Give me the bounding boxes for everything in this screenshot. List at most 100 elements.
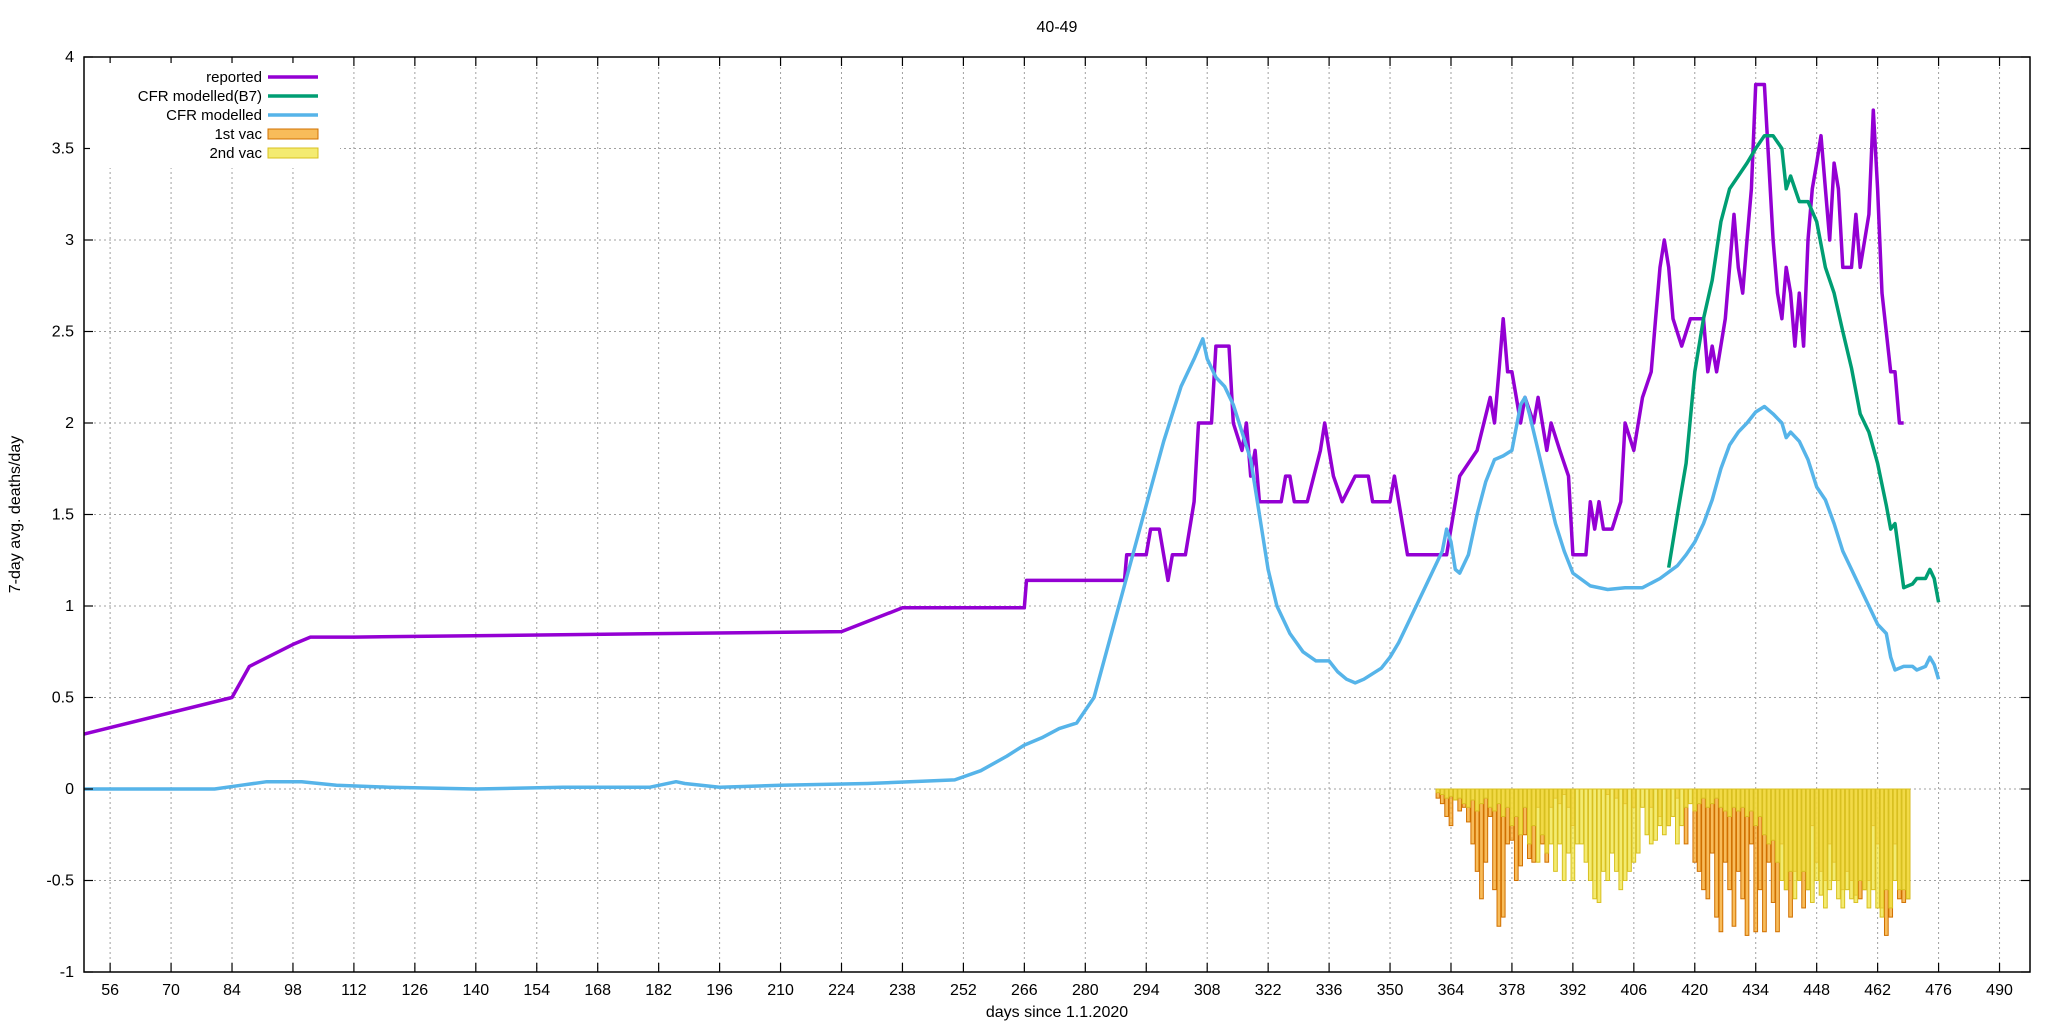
x-tick-label: 308	[1194, 982, 1221, 999]
vac-bar	[1683, 788, 1689, 808]
vac-bar	[1661, 788, 1667, 836]
vac-bar	[1862, 788, 1867, 891]
vac-bar	[1718, 788, 1724, 933]
vac-bar	[1544, 788, 1550, 854]
vac-bar	[1522, 788, 1528, 808]
vac-bar	[1640, 788, 1645, 808]
vac-bar	[1513, 788, 1519, 817]
vac-bar	[1566, 788, 1571, 854]
vac-bar	[1483, 788, 1489, 863]
vac-bar	[1901, 788, 1907, 891]
vac-bar	[1727, 788, 1732, 817]
vac-bar	[1601, 788, 1606, 872]
vac-bar	[1714, 788, 1719, 918]
x-tick-label: 350	[1377, 982, 1404, 999]
vac-bar	[1675, 788, 1680, 845]
vac-bar	[1818, 788, 1824, 896]
y-tick-label: 0	[65, 781, 74, 798]
vac-bar	[1605, 788, 1611, 881]
legend-swatch	[267, 128, 319, 140]
vac-bar	[1888, 788, 1894, 909]
legend-label: CFR modelled	[166, 107, 262, 124]
vac-bar	[1701, 788, 1706, 799]
vac-bar	[1644, 788, 1650, 836]
vac-bar	[1775, 788, 1780, 863]
vac-bar	[1866, 788, 1872, 909]
vac-bar	[1657, 788, 1663, 827]
vac-bar	[1731, 788, 1737, 808]
vac-bar	[1792, 788, 1798, 900]
vac-bar	[1857, 788, 1863, 881]
x-tick-label: 392	[1560, 982, 1587, 999]
series-lines	[83, 82, 1941, 791]
y-tick-label: 0.5	[52, 690, 74, 707]
x-tick-label: 196	[706, 982, 733, 999]
vac-bar	[1479, 788, 1484, 900]
legend-swatch	[267, 147, 319, 159]
vac-bar	[1809, 788, 1815, 903]
vac-bar	[1609, 788, 1615, 854]
x-tick-label: 280	[1072, 982, 1099, 999]
vac-bar	[1435, 788, 1441, 794]
x-tick-label: 126	[402, 982, 429, 999]
vac-bar	[1653, 788, 1658, 841]
vac-bar	[1444, 788, 1449, 799]
vac-bar	[1518, 788, 1523, 836]
vac-bar	[1587, 788, 1593, 881]
vac-bar	[1696, 788, 1702, 805]
vac-bar	[1496, 788, 1502, 927]
y-tick-label: 1	[65, 598, 74, 615]
vac-bar	[1731, 788, 1737, 927]
vac-bar	[1553, 788, 1558, 872]
x-tick-label: 252	[950, 982, 977, 999]
vac-bar	[1823, 788, 1828, 909]
vac-bar	[1709, 788, 1715, 805]
vac-bar	[1831, 788, 1837, 881]
vac-bar	[1561, 788, 1567, 881]
x-tick-label: 154	[523, 982, 550, 999]
vac-bar	[1479, 788, 1484, 805]
y-tick-label: 2.5	[52, 324, 74, 341]
x-tick-label: 98	[284, 982, 302, 999]
legend-label: CFR modelled(B7)	[138, 88, 262, 105]
vac-bar	[1496, 788, 1502, 805]
vac-bar	[1535, 788, 1541, 863]
axis-ticks: -1 -0.5 0 0.5 1 1.5 2 2.5 3 3.5 4 56 70 84 98 112 126 140…	[46, 49, 2030, 999]
x-tick-label: 322	[1255, 982, 1282, 999]
x-tick-label: 182	[645, 982, 672, 999]
vac-bar	[1783, 788, 1789, 891]
x-tick-label: 378	[1499, 982, 1526, 999]
vac-bar	[1670, 788, 1676, 817]
vac-bar	[1574, 788, 1580, 845]
vac-bar	[1531, 788, 1537, 827]
y-tick-label: -0.5	[46, 873, 74, 890]
legend: reported CFR modelled(B7) CFR modelled 1st …	[90, 63, 340, 168]
x-tick-label: 70	[162, 982, 180, 999]
vac-bar	[1457, 788, 1463, 799]
vac-bar	[1692, 788, 1698, 812]
legend-label: reported	[206, 69, 262, 86]
vac-bar	[1814, 788, 1820, 881]
vac-bar	[1570, 788, 1576, 881]
vac-bar	[1753, 788, 1759, 827]
vac-bar	[1744, 788, 1750, 817]
vac-bar	[1875, 788, 1880, 909]
vac-bar	[1770, 788, 1776, 841]
chart-title: 40-49	[1037, 19, 1078, 36]
x-tick-label: 462	[1864, 982, 1891, 999]
x-tick-label: 140	[462, 982, 489, 999]
vac-bar	[1840, 788, 1846, 909]
vac-bar	[1757, 788, 1763, 817]
vac-bar	[1714, 788, 1719, 799]
vac-bar	[1461, 788, 1467, 805]
vac-bar	[1853, 788, 1859, 903]
series-line-cfr-modelled	[84, 337, 1941, 791]
series-line-cfr-modelled-b7-	[1666, 133, 1941, 603]
vac-bar	[1879, 788, 1885, 918]
vac-bar	[1666, 788, 1672, 827]
vac-bar	[1487, 788, 1493, 808]
vac-bar	[1735, 788, 1741, 812]
y-tick-label: 3.5	[52, 141, 74, 158]
vac-bar	[1557, 788, 1563, 845]
